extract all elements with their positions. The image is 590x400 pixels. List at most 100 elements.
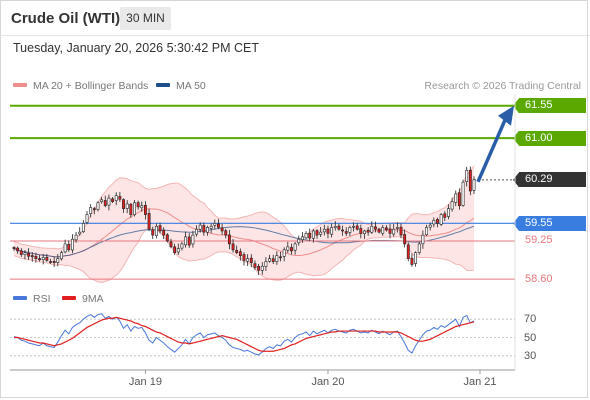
candle-body [447, 208, 450, 217]
candle-body [271, 258, 275, 262]
candle-body [81, 223, 85, 232]
candle-body [395, 227, 399, 229]
legend-label-rsi: RSI [33, 293, 51, 305]
candle-body [92, 208, 96, 211]
candle-body [275, 255, 279, 262]
candle-body [165, 234, 169, 242]
rsi-tick-label: 50 [524, 331, 537, 344]
candle-body [286, 246, 290, 251]
legend-label-bollinger: MA 20 + Bollinger Bands [33, 80, 149, 92]
candle-body [428, 224, 432, 228]
candle-body [363, 230, 366, 234]
candle-body [432, 220, 436, 225]
candle-body [103, 200, 107, 206]
candle-body [107, 197, 111, 206]
candle-body [30, 255, 34, 258]
candle-body [381, 227, 385, 234]
price-tag-pointer-0 [513, 98, 519, 114]
candle-body [63, 243, 67, 253]
candle-body [118, 196, 122, 200]
candle-body [268, 258, 271, 262]
candle-body [111, 198, 115, 202]
candle-body [96, 202, 100, 210]
candle-body [333, 225, 337, 228]
candle-body [217, 223, 220, 228]
legend-swatch-rsi [13, 296, 27, 301]
candle-body [355, 225, 359, 230]
candle-body [67, 243, 71, 251]
rsi-line [13, 313, 475, 356]
candle-body [125, 203, 129, 209]
legend-swatch-ma50 [156, 83, 170, 88]
candle-body [392, 228, 396, 235]
candle-body [461, 181, 465, 206]
candle-body [169, 241, 173, 248]
candle-body [352, 225, 355, 228]
x-tick-label: Jan 19 [128, 376, 162, 388]
price-tag-pointer-2 [513, 172, 519, 188]
legend-swatch-bollinger [13, 83, 27, 88]
candle-body [344, 231, 348, 234]
x-tick-label: Jan 20 [311, 376, 345, 388]
candle-body [187, 236, 191, 246]
candle-body [308, 232, 312, 239]
legend-item-rsi-ma[interactable]: 9MA [62, 293, 104, 305]
candle-body [304, 233, 308, 239]
instrument-title: Crude Oil (WTI) [11, 10, 121, 27]
candle-body [140, 205, 144, 209]
candle-body [326, 228, 330, 234]
price-tag-support: 58.60 [525, 272, 553, 285]
candle-body [315, 230, 319, 236]
candle-body [227, 234, 231, 245]
price-tag-pivot: 59.55 [519, 215, 586, 231]
candle-body [89, 207, 93, 214]
price-tag-pointer-3 [513, 215, 519, 231]
candle-body [206, 227, 209, 233]
legend-item-rsi[interactable]: RSI [13, 293, 51, 305]
rsi-ma-line [14, 316, 475, 352]
price-tag-support: 59.25 [525, 234, 553, 247]
candle-body [202, 225, 206, 233]
price-tag-last: 60.29 [519, 172, 586, 188]
candle-body [136, 202, 140, 208]
candle-body [300, 236, 304, 241]
candle-body [16, 247, 20, 252]
candle-body [399, 226, 403, 236]
candle-body [45, 257, 49, 261]
candle-body [158, 225, 162, 232]
candle-body [246, 258, 250, 262]
legend-item-ma50[interactable]: MA 50 [156, 80, 206, 92]
candle-body [443, 213, 447, 218]
candle-body [337, 225, 341, 230]
price-tag-target: 61.55 [519, 98, 586, 114]
candle-body [406, 244, 410, 259]
candle-body [465, 170, 469, 182]
candle-body [370, 225, 374, 233]
candle-body [173, 246, 177, 254]
candle-body [78, 231, 82, 235]
candle-body [122, 199, 125, 209]
candle-body [253, 263, 257, 268]
candle-body [129, 203, 133, 215]
rsi-tick-label: 70 [524, 313, 537, 326]
candle-body [293, 243, 297, 251]
candle-body [209, 225, 213, 229]
candle-body [264, 261, 268, 267]
chart-header: Crude Oil (WTI) 30 MIN [0, 0, 590, 36]
candle-body [60, 252, 63, 260]
candle-body [191, 234, 195, 245]
legend-item-bollinger[interactable]: MA 20 + Bollinger Bands [13, 80, 148, 92]
candle-body [260, 265, 264, 271]
candle-body [377, 228, 381, 233]
timeframe-selector[interactable]: 30 MIN [120, 7, 171, 30]
candle-body [235, 249, 239, 254]
candle-body [27, 252, 31, 257]
legend-label-ma50: MA 50 [176, 80, 206, 92]
candle-body [366, 229, 370, 233]
candle-body [38, 258, 41, 261]
candle-body [319, 231, 323, 235]
forecast-arrowhead [498, 105, 514, 126]
candle-body [417, 243, 421, 253]
